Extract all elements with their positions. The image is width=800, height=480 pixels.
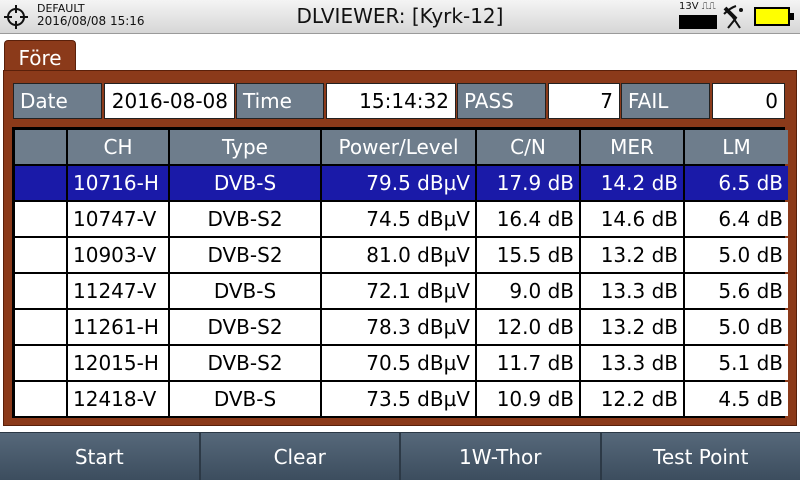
mer-cell: 14.6 dB <box>581 202 683 236</box>
cn-cell: 11.7 dB <box>477 346 579 380</box>
table-row[interactable]: 10903-V DVB-S2 81.0 dBµV 15.5 dB 13.2 dB 5.0 … <box>15 238 788 272</box>
power-level-cell: 73.5 dBµV <box>322 382 475 416</box>
power-level-cell: 78.3 dBµV <box>322 310 475 344</box>
table-row[interactable]: 11247-V DVB-S 72.1 dBµV 9.0 dB 13.3 dB 5.6 dB <box>15 274 788 308</box>
lnb-indicator <box>679 15 717 29</box>
power-level-cell: 72.1 dBµV <box>322 274 475 308</box>
cn-cell: 9.0 dB <box>477 274 579 308</box>
type-cell: DVB-S <box>170 382 320 416</box>
mer-cell: 13.3 dB <box>581 274 683 308</box>
table-row[interactable]: 10747-V DVB-S2 74.5 dBµV 16.4 dB 14.6 dB 6.4 … <box>15 202 788 236</box>
measurement-table: CH Type Power/Level C/N MER LM 10716-H DV… <box>12 127 788 418</box>
row-select-cell <box>15 166 66 200</box>
mer-cell: 13.2 dB <box>581 238 683 272</box>
ch-cell: 11247-V <box>68 274 168 308</box>
power-level-cell: 74.5 dBµV <box>322 202 475 236</box>
profile-info: DEFAULT 2016/08/08 15:16 <box>37 2 145 28</box>
type-cell: DVB-S <box>170 166 320 200</box>
softkey-bar: Start Clear 1W-Thor Test Point <box>0 432 800 480</box>
power-level-cell: 79.5 dBµV <box>322 166 475 200</box>
type-cell: DVB-S2 <box>170 310 320 344</box>
type-cell: DVB-S2 <box>170 238 320 272</box>
table-row[interactable]: 12418-V DVB-S 73.5 dBµV 10.9 dB 12.2 dB 4.5 d… <box>15 382 788 416</box>
type-cell: DVB-S2 <box>170 346 320 380</box>
status-datetime: 2016/08/08 15:16 <box>37 14 145 28</box>
header-select <box>15 130 66 164</box>
header-type: Type <box>170 130 320 164</box>
profile-name: DEFAULT <box>37 2 85 15</box>
lm-cell: 6.5 dB <box>685 166 788 200</box>
cn-cell: 15.5 dB <box>477 238 579 272</box>
lm-cell: 5.6 dB <box>685 274 788 308</box>
pass-label: PASS <box>457 83 546 119</box>
time-value: 15:14:32 <box>326 83 456 119</box>
row-select-cell <box>15 310 66 344</box>
battery-icon <box>754 7 794 26</box>
ch-cell: 10747-V <box>68 202 168 236</box>
start-button[interactable]: Start <box>0 433 201 480</box>
row-select-cell <box>15 202 66 236</box>
mer-cell: 13.2 dB <box>581 310 683 344</box>
lm-cell: 5.0 dB <box>685 238 788 272</box>
table-row[interactable]: 12015-H DVB-S2 70.5 dBµV 11.7 dB 13.3 dB 5.1 … <box>15 346 788 380</box>
fail-value: 0 <box>712 83 785 119</box>
lnb-voltage-label: 13V ⎍⎍ <box>679 1 716 12</box>
date-label: Date <box>13 83 102 119</box>
mer-cell: 14.2 dB <box>581 166 683 200</box>
header-ch: CH <box>68 130 168 164</box>
tab-fore[interactable]: Före <box>4 40 76 74</box>
date-value: 2016-08-08 <box>104 83 235 119</box>
table-row[interactable]: 11261-H DVB-S2 78.3 dBµV 12.0 dB 13.2 dB 5.0 … <box>15 310 788 344</box>
window-title: DLVIEWER: [Kyrk-12] <box>296 4 504 28</box>
test-point-button[interactable]: Test Point <box>653 445 749 469</box>
type-cell: DVB-S <box>170 274 320 308</box>
row-select-cell <box>15 274 66 308</box>
mer-cell: 12.2 dB <box>581 382 683 416</box>
row-select-cell <box>15 238 66 272</box>
header-cn: C/N <box>477 130 579 164</box>
ch-cell: 11261-H <box>68 310 168 344</box>
satellite-icon <box>723 5 743 29</box>
fail-label: FAIL <box>621 83 710 119</box>
power-level-cell: 81.0 dBµV <box>322 238 475 272</box>
row-select-cell <box>15 346 66 380</box>
header-power-level: Power/Level <box>322 130 475 164</box>
header-lm: LM <box>685 130 788 164</box>
cn-cell: 16.4 dB <box>477 202 579 236</box>
cn-cell: 10.9 dB <box>477 382 579 416</box>
ch-cell: 12418-V <box>68 382 168 416</box>
satellite-select-button[interactable]: 1W-Thor <box>401 433 602 480</box>
ch-cell: 10716-H <box>68 166 168 200</box>
clear-button[interactable]: Clear <box>201 433 401 480</box>
table-row[interactable]: 10716-H DVB-S 79.5 dBµV 17.9 dB 14.2 dB 6.5 d… <box>15 166 788 200</box>
mer-cell: 13.3 dB <box>581 346 683 380</box>
pass-value: 7 <box>548 83 620 119</box>
lm-cell: 5.1 dB <box>685 346 788 380</box>
table-header-row: CH Type Power/Level C/N MER LM <box>15 130 788 164</box>
crosshair-icon <box>4 5 28 29</box>
ch-cell: 10903-V <box>68 238 168 272</box>
header-mer: MER <box>581 130 683 164</box>
lm-cell: 4.5 dB <box>685 382 788 416</box>
power-level-cell: 70.5 dBµV <box>322 346 475 380</box>
cn-cell: 12.0 dB <box>477 310 579 344</box>
ch-cell: 12015-H <box>68 346 168 380</box>
row-select-cell <box>15 382 66 416</box>
lm-cell: 6.4 dB <box>685 202 788 236</box>
lm-cell: 5.0 dB <box>685 310 788 344</box>
status-bar: DEFAULT 2016/08/08 15:16 DLVIEWER: [Kyrk… <box>0 0 800 34</box>
cn-cell: 17.9 dB <box>477 166 579 200</box>
time-label: Time <box>236 83 324 119</box>
type-cell: DVB-S2 <box>170 202 320 236</box>
